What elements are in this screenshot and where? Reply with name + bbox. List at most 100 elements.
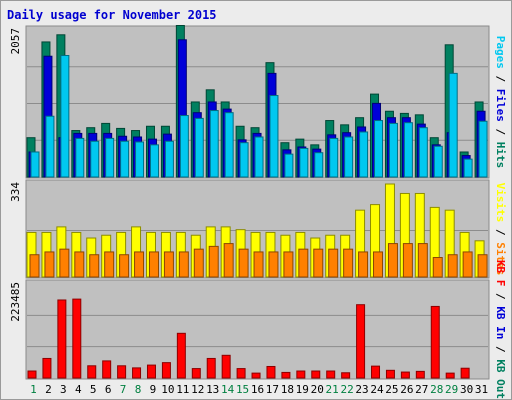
sites-bar: [402, 243, 413, 278]
sites-bar: [432, 257, 443, 278]
day-label: 28: [430, 383, 443, 396]
pages-bar: [463, 158, 473, 178]
day-label: 4: [75, 383, 82, 396]
legend-visits: Visits: [494, 183, 507, 223]
pages-bar: [179, 115, 189, 178]
pages-bar: [224, 112, 234, 178]
legend-text: Visits / Sites: [494, 183, 507, 276]
day-label: 17: [266, 383, 279, 396]
kb-bar: [27, 370, 37, 379]
kb-bar: [341, 372, 351, 379]
sites-bar: [447, 254, 458, 278]
sites-bar: [193, 248, 204, 278]
sites-bar: [59, 248, 70, 278]
day-label: 31: [475, 383, 488, 396]
day-label: 9: [150, 383, 157, 396]
sites-bar: [134, 251, 145, 278]
sites-bar: [417, 243, 428, 278]
day-label: 5: [90, 383, 97, 396]
legend-separator: /: [494, 286, 507, 306]
pages-bar: [344, 136, 354, 178]
sites-bar: [373, 251, 384, 278]
day-label: 30: [460, 383, 473, 396]
sites-bar: [253, 251, 264, 278]
day-label: 11: [176, 383, 189, 396]
kb-bar: [415, 370, 425, 379]
day-label: 20: [311, 383, 324, 396]
sites-bar: [163, 251, 174, 278]
day-label: 8: [135, 383, 142, 396]
pages-bar: [120, 140, 130, 178]
day-label: 24: [370, 383, 384, 396]
sites-bar: [119, 254, 130, 278]
pages-bar: [284, 153, 294, 178]
visits-ymax-label: 334: [9, 182, 22, 202]
kb-bar: [42, 357, 52, 379]
kb-bar: [72, 298, 82, 379]
day-label: 2: [45, 383, 52, 396]
sites-bar: [462, 251, 473, 278]
day-label: 7: [120, 383, 127, 396]
pages-bar: [478, 120, 488, 178]
kb-bar: [430, 305, 440, 379]
sites-bar: [328, 248, 339, 278]
kb-panel: [25, 279, 490, 380]
day-label: 19: [296, 383, 309, 396]
pages-bar: [418, 127, 428, 178]
kb-bar: [176, 332, 186, 379]
kb-bar: [161, 362, 171, 379]
day-label: 13: [206, 383, 219, 396]
sites-bar: [104, 251, 115, 278]
pages-bar: [359, 131, 369, 178]
legend-text: Pages / Files / Hits: [494, 36, 507, 169]
day-label: 26: [400, 383, 413, 396]
kb-bar: [87, 365, 97, 379]
pages-bar: [314, 152, 324, 178]
kb-bar: [385, 369, 395, 379]
pages-bar: [254, 136, 264, 178]
pages-bar: [75, 137, 85, 178]
day-label: 12: [191, 383, 204, 396]
legend-kb-f: KB F: [494, 260, 507, 287]
sites-bar: [44, 251, 55, 278]
legend-kb-in: KB In: [494, 306, 507, 339]
pages-bar: [299, 147, 309, 178]
usage-ymax-label: 2057: [9, 28, 22, 55]
day-label: 6: [105, 383, 112, 396]
day-label: 16: [251, 383, 264, 396]
day-label: 22: [340, 383, 353, 396]
day-label: 10: [161, 383, 174, 396]
legend-separator: /: [494, 69, 507, 89]
sites-bar: [223, 243, 234, 278]
sites-bar: [477, 254, 488, 278]
kb-bar: [356, 304, 366, 379]
kb-bar: [371, 365, 381, 379]
pages-bar: [45, 115, 55, 178]
legend-files: Files: [494, 89, 507, 122]
pages-bar: [90, 140, 100, 178]
pages-bar: [329, 137, 339, 178]
day-label: 29: [445, 383, 458, 396]
sites-bar: [268, 251, 279, 278]
chart-title: Daily usage for November 2015: [7, 8, 217, 22]
kb-bar: [102, 360, 112, 379]
kb-bar: [296, 370, 306, 379]
sites-bar: [238, 248, 249, 278]
pages-bar: [149, 144, 159, 178]
sites-bar: [29, 254, 40, 278]
legend-sites: Sites: [494, 242, 507, 275]
kb-bar: [281, 371, 291, 379]
pages-bar: [388, 122, 398, 178]
kb-ymax-label: 223485: [9, 282, 22, 322]
kb-bar: [117, 365, 127, 379]
kb-bar: [132, 367, 142, 379]
kb-bar: [146, 364, 156, 379]
pages-bar: [374, 120, 384, 178]
kb-bar: [460, 367, 470, 379]
kb-bar: [311, 370, 321, 379]
sites-bar: [178, 251, 189, 278]
day-label: 23: [355, 383, 368, 396]
legend-separator: /: [494, 339, 507, 359]
day-label: 21: [326, 383, 339, 396]
day-label: 1: [30, 383, 37, 396]
